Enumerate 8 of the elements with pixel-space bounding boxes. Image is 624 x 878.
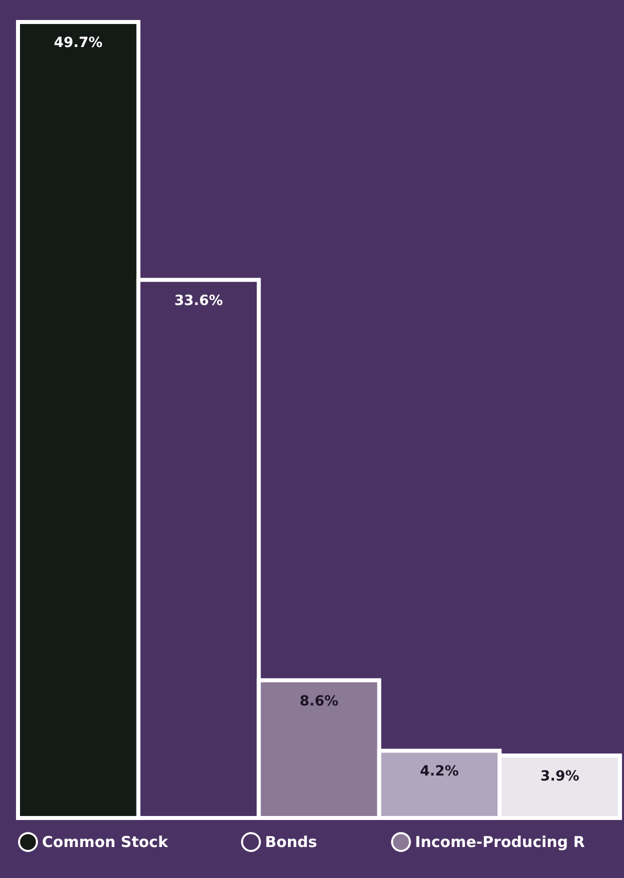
legend-label: Common Stock — [42, 833, 169, 852]
data-label: 49.7% — [54, 35, 102, 51]
data-label: 8.6% — [300, 693, 338, 710]
data-label: 33.6% — [174, 292, 223, 309]
data-label: 4.2% — [420, 764, 459, 780]
data-label: 3.9% — [540, 768, 580, 785]
legend-label: Bonds — [265, 833, 318, 852]
legend-label: Income-Producing R — [415, 833, 586, 852]
